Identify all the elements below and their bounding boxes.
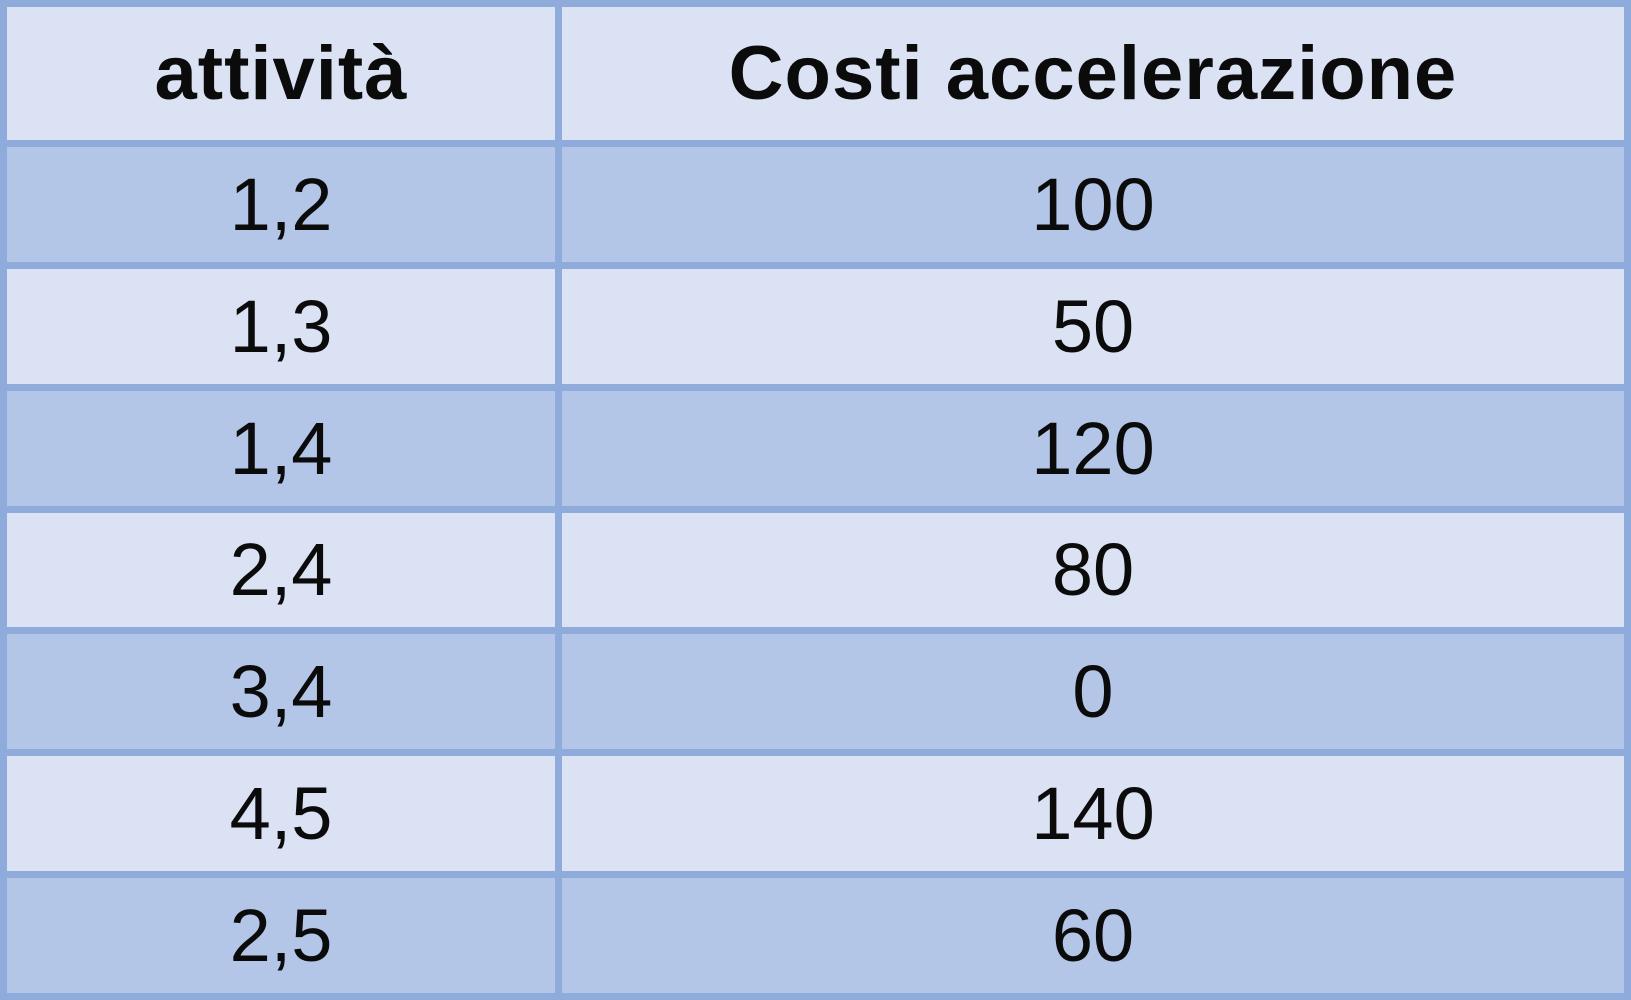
header-acceleration-cost: Costi accelerazione [562, 7, 1624, 140]
cell-cost: 140 [562, 756, 1624, 872]
cell-cost: 100 [562, 147, 1624, 262]
cell-activity: 2,5 [7, 878, 555, 993]
cell-activity: 2,4 [7, 512, 555, 628]
table-row: 1,2 100 [7, 147, 1624, 262]
cell-cost: 120 [562, 390, 1624, 506]
header-activity: attività [7, 7, 555, 140]
table-row: 2,4 80 [7, 512, 1624, 628]
cell-cost: 60 [562, 878, 1624, 993]
table-row: 1,3 50 [7, 268, 1624, 384]
cell-activity: 4,5 [7, 756, 555, 872]
table-row: 2,5 60 [7, 878, 1624, 993]
table-row: 4,5 140 [7, 756, 1624, 872]
cell-activity: 1,3 [7, 268, 555, 384]
cell-activity: 3,4 [7, 634, 555, 750]
table-header-row: attività Costi accelerazione [7, 7, 1624, 140]
cell-cost: 0 [562, 634, 1624, 750]
cell-cost: 50 [562, 268, 1624, 384]
cell-activity: 1,4 [7, 390, 555, 506]
cell-cost: 80 [562, 512, 1624, 628]
table-row: 1,4 120 [7, 390, 1624, 506]
table-row: 3,4 0 [7, 634, 1624, 750]
cell-activity: 1,2 [7, 147, 555, 262]
